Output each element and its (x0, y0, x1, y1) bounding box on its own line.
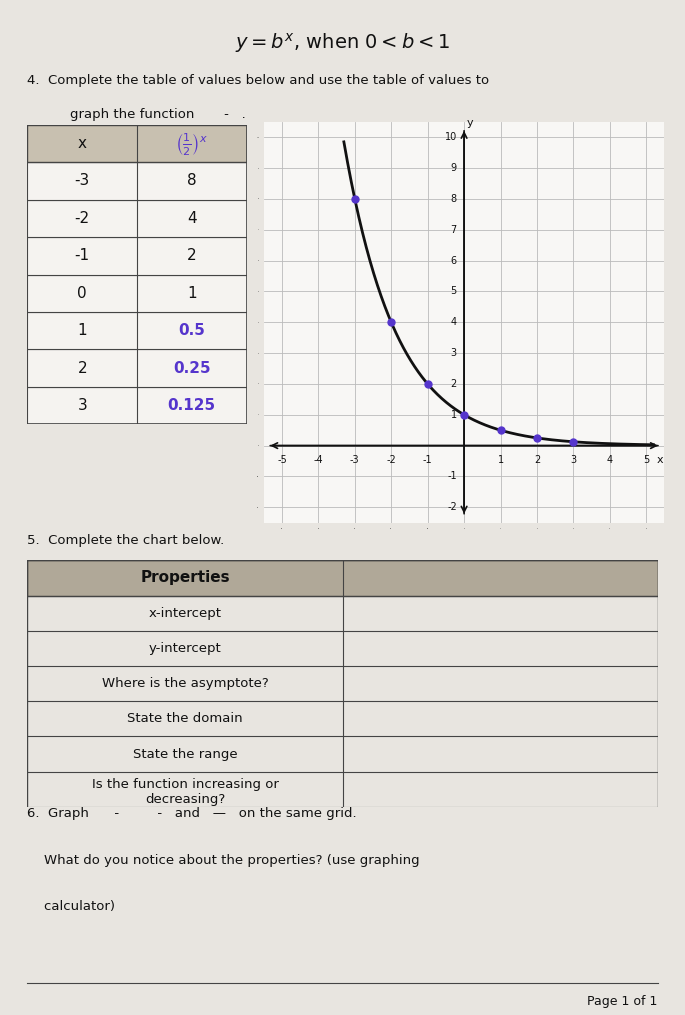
Text: State the range: State the range (133, 748, 237, 760)
Bar (27, 312, 247, 349)
Text: $y=b^x$, when $0<b<1$: $y=b^x$, when $0<b<1$ (235, 30, 450, 55)
Text: 4: 4 (187, 211, 197, 226)
Text: 5: 5 (643, 455, 649, 465)
Text: -2: -2 (386, 455, 396, 465)
Text: 7: 7 (451, 224, 457, 234)
Text: Where is the asymptote?: Where is the asymptote? (101, 677, 269, 690)
Text: y: y (466, 118, 473, 128)
Text: 4: 4 (451, 318, 457, 327)
Text: -1: -1 (75, 249, 90, 263)
Text: 2: 2 (534, 455, 540, 465)
Text: 0: 0 (77, 286, 87, 300)
Text: $\left(\frac{1}{2}\right)^x$: $\left(\frac{1}{2}\right)^x$ (175, 131, 208, 156)
Text: -3: -3 (75, 174, 90, 189)
Text: -5: -5 (277, 455, 287, 465)
Bar (27, 349, 247, 387)
Text: 5.  Complete the chart below.: 5. Complete the chart below. (27, 535, 224, 547)
Text: 4.  Complete the table of values below and use the table of values to: 4. Complete the table of values below an… (27, 74, 490, 87)
Text: Properties: Properties (140, 570, 229, 586)
Text: x: x (77, 136, 87, 151)
Bar (27, 200, 247, 238)
Bar (27, 238, 247, 275)
Text: y-intercept: y-intercept (149, 641, 221, 655)
Text: 10: 10 (445, 132, 457, 142)
Text: 0.5: 0.5 (178, 323, 205, 338)
Text: 3: 3 (451, 348, 457, 358)
Bar (27, 387, 247, 424)
Text: decreasing?: decreasing? (145, 794, 225, 806)
Text: 5: 5 (451, 286, 457, 296)
Text: -4: -4 (314, 455, 323, 465)
Text: Is the function increasing or: Is the function increasing or (92, 777, 278, 791)
Bar (27, 125, 247, 162)
Text: 2: 2 (451, 379, 457, 389)
Text: 2: 2 (77, 360, 87, 376)
Text: 0.25: 0.25 (173, 360, 210, 376)
Text: -3: -3 (350, 455, 360, 465)
Text: State the domain: State the domain (127, 713, 242, 726)
Text: graph the function       -   .: graph the function - . (53, 109, 245, 122)
Text: What do you notice about the properties? (use graphing: What do you notice about the properties?… (27, 854, 420, 867)
Text: 9: 9 (451, 163, 457, 174)
Text: x: x (657, 455, 664, 465)
Text: x-intercept: x-intercept (149, 607, 221, 619)
Text: 4: 4 (607, 455, 613, 465)
Text: 1: 1 (187, 286, 197, 300)
Text: -2: -2 (447, 502, 457, 513)
Text: 1: 1 (497, 455, 503, 465)
Bar (27, 560, 658, 596)
Text: 2: 2 (187, 249, 197, 263)
Text: 1: 1 (451, 410, 457, 420)
Text: 6.  Graph      -         -   and   —   on the same grid.: 6. Graph - - and — on the same grid. (27, 807, 357, 820)
Text: 0.125: 0.125 (168, 398, 216, 413)
Bar (27, 275, 247, 312)
Bar (27, 162, 247, 200)
Text: 8: 8 (451, 194, 457, 204)
Text: -1: -1 (423, 455, 432, 465)
Text: 6: 6 (451, 256, 457, 266)
Text: -2: -2 (75, 211, 90, 226)
Text: 3: 3 (571, 455, 577, 465)
Text: Page 1 of 1: Page 1 of 1 (587, 995, 658, 1008)
Text: -1: -1 (447, 471, 457, 481)
Text: calculator): calculator) (27, 900, 115, 914)
Text: 3: 3 (77, 398, 87, 413)
Text: 1: 1 (77, 323, 87, 338)
Text: 8: 8 (187, 174, 197, 189)
